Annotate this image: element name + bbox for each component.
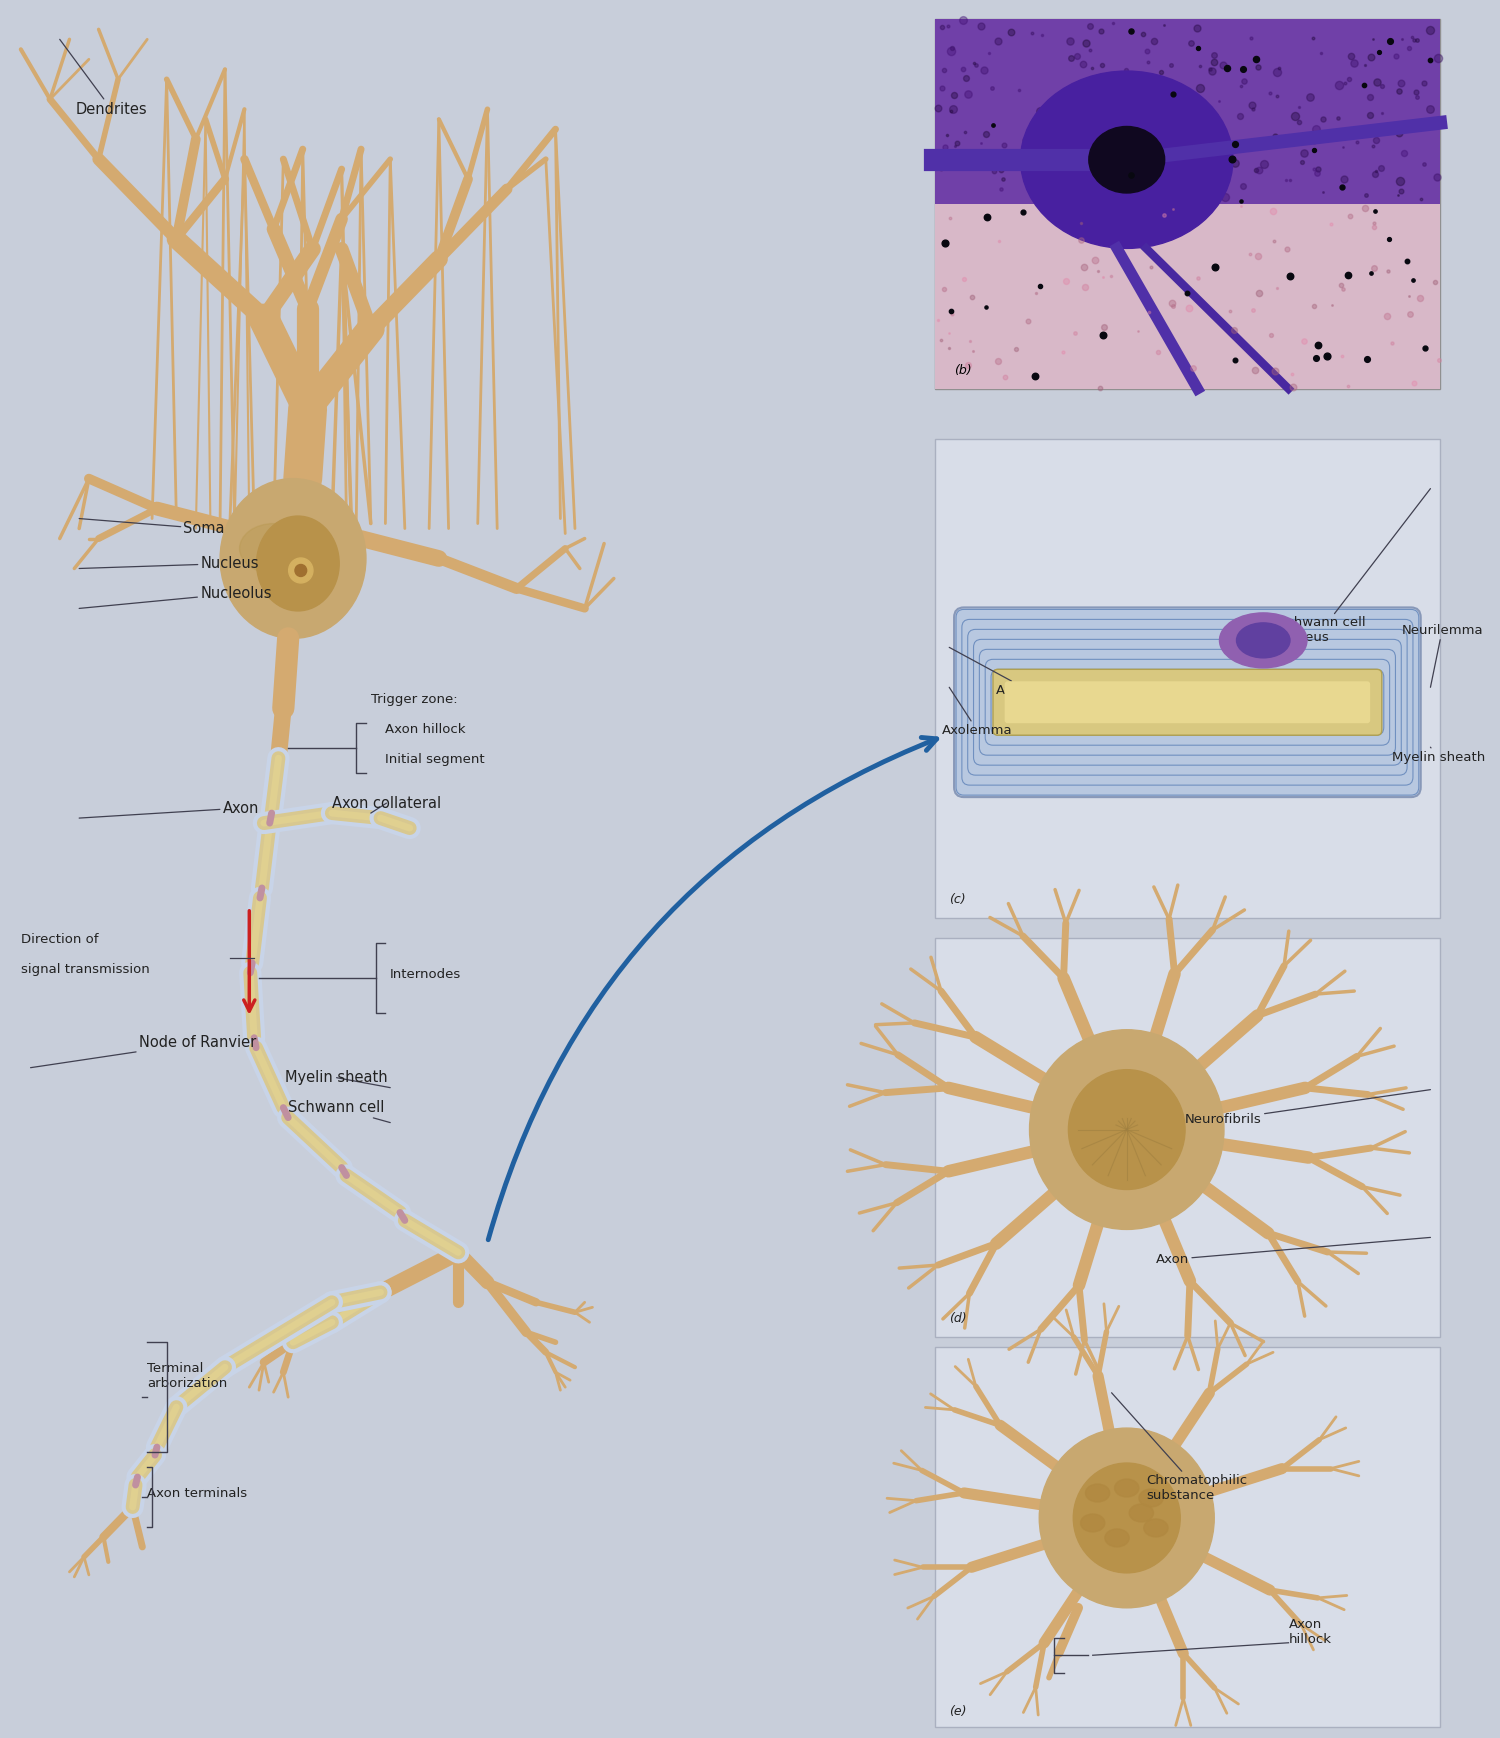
FancyBboxPatch shape (993, 669, 1382, 735)
FancyBboxPatch shape (954, 607, 1420, 798)
Ellipse shape (1020, 71, 1233, 249)
Text: Axon: Axon (80, 801, 260, 819)
Ellipse shape (256, 516, 339, 612)
Ellipse shape (1220, 614, 1306, 667)
Text: Myelin sheath: Myelin sheath (1392, 747, 1485, 763)
Bar (934, 19, 1440, 389)
Text: signal transmission: signal transmission (21, 963, 150, 975)
Text: Axoplasm: Axoplasm (950, 647, 1060, 697)
Text: Axon terminals: Axon terminals (147, 1488, 248, 1500)
Text: Initial segment: Initial segment (386, 753, 484, 766)
Text: (b): (b) (954, 363, 972, 377)
Text: Axon hillock: Axon hillock (386, 723, 466, 737)
Bar (934, 438, 1440, 918)
Ellipse shape (1138, 1489, 1162, 1507)
Text: Axon
hillock: Axon hillock (1288, 1618, 1332, 1646)
Ellipse shape (1029, 1029, 1224, 1229)
Text: Soma: Soma (80, 518, 225, 535)
Text: Terminal
arborization: Terminal arborization (147, 1363, 228, 1390)
Ellipse shape (288, 558, 314, 582)
Text: Schwann cell
nucleus: Schwann cell nucleus (1278, 488, 1431, 645)
Ellipse shape (1106, 1529, 1130, 1547)
Text: Neurofibrils: Neurofibrils (1185, 1090, 1431, 1126)
Ellipse shape (1086, 1484, 1110, 1502)
Ellipse shape (1040, 1429, 1214, 1608)
Ellipse shape (1236, 622, 1290, 659)
Ellipse shape (1114, 1479, 1138, 1496)
Ellipse shape (1144, 1519, 1168, 1536)
Text: Nucleolus: Nucleolus (80, 586, 272, 608)
Ellipse shape (1089, 127, 1164, 193)
FancyBboxPatch shape (1005, 681, 1370, 723)
Text: (d): (d) (950, 1312, 968, 1326)
Ellipse shape (1068, 1069, 1185, 1189)
Text: Internodes: Internodes (390, 968, 462, 980)
Bar (934, 203, 1440, 389)
Ellipse shape (240, 523, 308, 574)
Text: Schwann cell: Schwann cell (288, 1100, 390, 1123)
Ellipse shape (220, 478, 366, 638)
Bar (934, 19, 1440, 203)
Ellipse shape (296, 565, 306, 577)
Text: Trigger zone:: Trigger zone: (370, 693, 458, 706)
Text: Direction of: Direction of (21, 933, 99, 945)
Text: Dendrites: Dendrites (60, 40, 147, 116)
Text: Axon: Axon (1156, 1237, 1431, 1265)
Ellipse shape (1130, 1503, 1154, 1522)
Text: Node of Ranvier: Node of Ranvier (30, 1036, 256, 1067)
Bar (934, 1347, 1440, 1726)
Text: Axon collateral: Axon collateral (332, 796, 441, 813)
Text: Axolemma: Axolemma (942, 687, 1012, 737)
Bar (934, 939, 1440, 1337)
Ellipse shape (1080, 1514, 1106, 1531)
Text: Chromatophilic
substance: Chromatophilic substance (1112, 1392, 1248, 1502)
Text: (e): (e) (950, 1705, 966, 1717)
Text: Neurilemma: Neurilemma (1401, 624, 1484, 687)
Ellipse shape (1074, 1463, 1180, 1573)
Text: Myelin sheath: Myelin sheath (285, 1071, 390, 1088)
Text: Nucleus: Nucleus (80, 556, 260, 572)
Text: (c): (c) (950, 893, 966, 905)
